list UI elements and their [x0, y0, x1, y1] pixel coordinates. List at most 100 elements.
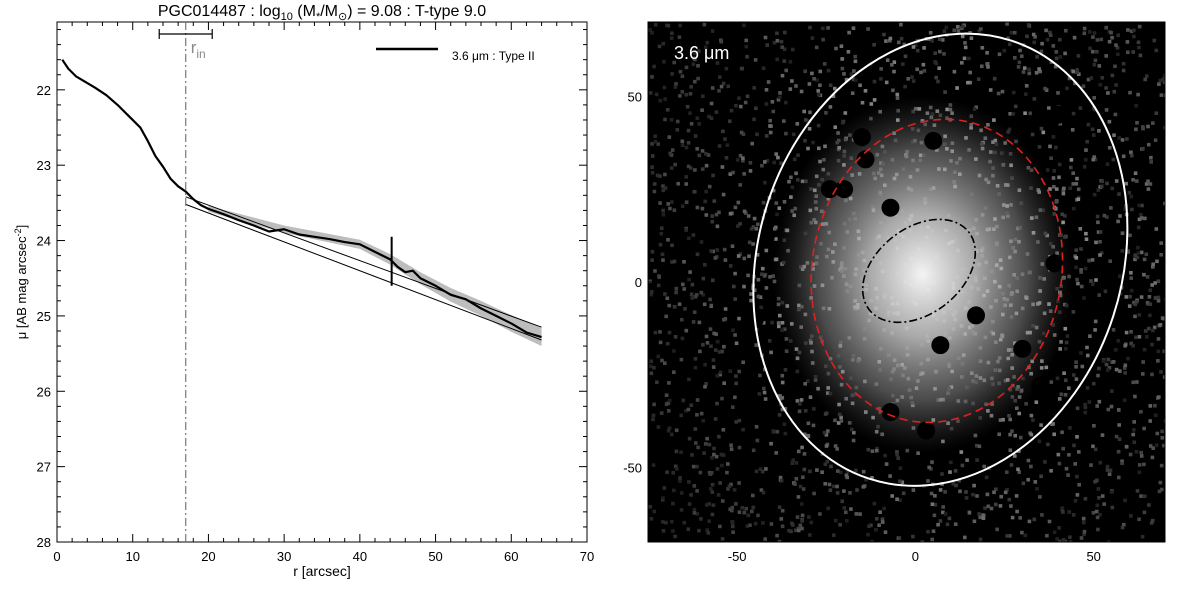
noise-pixel — [842, 72, 846, 76]
noise-pixel — [1074, 360, 1078, 364]
noise-pixel — [1158, 480, 1163, 485]
noise-pixel — [774, 152, 778, 156]
noise-pixel — [1117, 437, 1122, 441]
noise-pixel — [998, 504, 1003, 508]
noise-pixel — [678, 476, 682, 480]
noise-pixel — [1037, 67, 1041, 71]
noise-pixel — [780, 508, 785, 513]
noise-pixel — [1106, 368, 1110, 372]
noise-pixel — [1027, 519, 1032, 524]
noise-pixel — [1162, 443, 1165, 448]
noise-pixel — [1141, 146, 1145, 151]
noise-pixel — [892, 60, 897, 64]
noise-pixel — [704, 45, 708, 50]
noise-pixel — [784, 131, 788, 136]
noise-pixel — [929, 491, 934, 496]
noise-pixel — [1120, 461, 1124, 466]
noise-pixel — [818, 69, 823, 74]
noise-pixel — [682, 287, 686, 291]
noise-pixel — [700, 167, 705, 171]
noise-pixel — [772, 40, 777, 45]
noise-pixel — [1097, 496, 1101, 500]
noise-pixel — [915, 67, 919, 72]
noise-pixel — [1159, 93, 1164, 97]
noise-pixel — [844, 510, 848, 515]
noise-pixel — [880, 517, 885, 521]
noise-pixel — [872, 43, 876, 47]
noise-pixel — [949, 460, 953, 465]
noise-pixel — [932, 513, 937, 518]
noise-pixel — [884, 462, 889, 466]
noise-pixel — [1149, 155, 1153, 160]
noise-pixel — [650, 249, 655, 254]
noise-pixel — [665, 296, 670, 301]
noise-pixel — [714, 212, 719, 217]
noise-pixel — [807, 82, 812, 86]
noise-pixel — [824, 411, 829, 415]
noise-pixel — [895, 497, 899, 501]
noise-pixel — [684, 145, 689, 150]
noise-pixel — [1116, 219, 1120, 224]
noise-pixel — [851, 438, 856, 443]
noise-pixel — [1045, 533, 1049, 538]
noise-pixel — [715, 467, 720, 471]
noise-pixel — [1061, 510, 1065, 514]
star-mask — [967, 306, 986, 325]
noise-pixel — [663, 361, 667, 365]
noise-pixel — [1031, 32, 1036, 37]
noise-pixel — [882, 506, 886, 511]
noise-pixel — [658, 340, 663, 345]
noise-pixel — [688, 92, 693, 96]
noise-pixel — [1097, 64, 1102, 68]
noise-pixel — [1145, 275, 1150, 279]
noise-pixel — [721, 499, 725, 503]
noise-pixel — [734, 381, 738, 386]
noise-pixel — [1085, 345, 1089, 350]
noise-pixel — [769, 350, 773, 355]
noise-pixel — [1008, 112, 1012, 116]
x-tick-label: 30 — [277, 549, 291, 564]
noise-pixel — [1151, 265, 1155, 269]
noise-pixel — [978, 515, 982, 520]
noise-pixel — [1092, 96, 1096, 100]
noise-pixel — [821, 26, 825, 31]
noise-pixel — [1109, 404, 1114, 409]
noise-pixel — [1104, 108, 1109, 112]
noise-pixel — [959, 450, 964, 454]
noise-pixel — [897, 40, 901, 45]
noise-pixel — [1114, 83, 1118, 87]
noise-pixel — [793, 482, 797, 486]
noise-pixel — [765, 159, 770, 163]
noise-pixel — [670, 148, 675, 152]
noise-pixel — [1118, 369, 1122, 373]
noise-pixel — [1142, 347, 1147, 352]
x-tick-label: 0 — [53, 549, 60, 564]
noise-pixel — [972, 483, 976, 488]
noise-pixel — [964, 490, 968, 494]
noise-pixel — [764, 286, 769, 290]
noise-pixel — [724, 156, 729, 160]
noise-pixel — [1089, 76, 1094, 80]
noise-pixel — [872, 98, 877, 102]
noise-pixel — [737, 481, 741, 485]
noise-pixel — [823, 482, 827, 486]
noise-pixel — [650, 165, 654, 169]
profile-line — [61, 59, 542, 339]
noise-pixel — [655, 173, 660, 178]
noise-pixel — [694, 293, 699, 297]
noise-pixel — [789, 529, 793, 534]
noise-pixel — [1096, 220, 1100, 225]
noise-pixel — [951, 481, 956, 486]
noise-pixel — [744, 38, 748, 43]
noise-pixel — [1148, 313, 1152, 318]
noise-pixel — [726, 462, 730, 466]
noise-pixel — [1105, 162, 1110, 166]
noise-pixel — [715, 224, 720, 229]
uncertainty-band — [208, 205, 542, 347]
noise-pixel — [1058, 37, 1062, 42]
noise-pixel — [858, 512, 862, 516]
noise-pixel — [678, 23, 682, 28]
title-mass-close: ) = 9.08 : T-type 9.0 — [347, 3, 486, 20]
noise-pixel — [988, 88, 993, 92]
noise-pixel — [937, 66, 941, 70]
